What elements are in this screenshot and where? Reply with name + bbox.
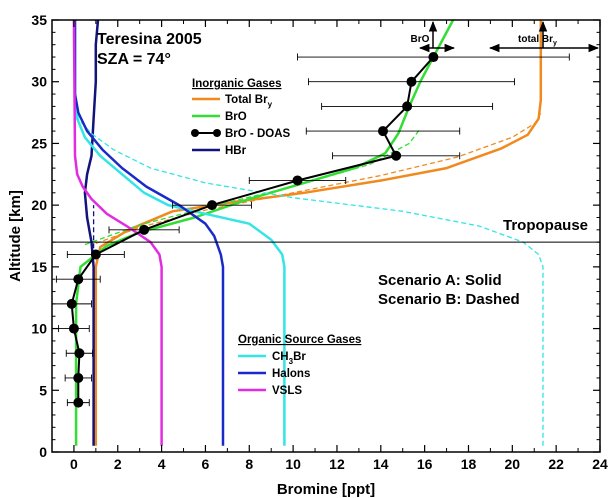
doas-marker (73, 397, 84, 408)
legend-organic: Organic Source Gases CH3Br Halons VSLS (238, 334, 361, 397)
y-tick-label: 35 (31, 12, 47, 28)
doas-marker (292, 175, 303, 186)
doas-marker (377, 126, 388, 137)
doas-point (108, 224, 180, 235)
x-tick-label: 16 (417, 456, 433, 472)
doas-point (321, 101, 494, 112)
total-bry-arrow-annotation: total Bry (488, 20, 600, 53)
scenario-b-label: Scenario B: Dashed (378, 291, 520, 308)
y-tick-label: 15 (31, 259, 47, 275)
legend-label-hbr: HBr (225, 145, 247, 157)
doas-marker (402, 101, 413, 112)
x-tick-label: 2 (114, 456, 122, 472)
doas-point (66, 249, 125, 260)
x-tick-label: 12 (329, 456, 345, 472)
x-tick-label: 0 (70, 456, 78, 472)
series-bro-b (84, 128, 421, 246)
y-tick-label: 20 (31, 197, 47, 213)
legend-marker-bro-doas (191, 129, 199, 137)
chart-subtitle: SZA = 74° (97, 51, 171, 68)
doas-marker (391, 150, 402, 161)
y-tick-label: 25 (31, 135, 47, 151)
doas-point (297, 52, 570, 63)
bro-arrow-label: BrO (411, 34, 430, 45)
doas-point (64, 372, 92, 383)
doas-point (305, 126, 461, 137)
doas-point (172, 200, 252, 211)
doas-point (65, 348, 94, 359)
chart-title: Teresina 2005 (97, 31, 202, 48)
legend-label-bro: BrO (225, 111, 247, 123)
x-tick-label: 10 (285, 456, 301, 472)
x-tick-label: 24 (592, 456, 608, 472)
doas-marker (74, 348, 85, 359)
y-tick-label: 30 (31, 74, 47, 90)
series-total-bry-a (94, 20, 543, 446)
plot-frame (51, 19, 601, 453)
series-ch3br-b (74, 100, 544, 446)
total-bry-arrow-label: total Bry (518, 34, 557, 47)
doas-marker (90, 249, 101, 260)
series-hbr-a (83, 19, 100, 446)
legend-label-bro-doas: BrO - DOAS (225, 128, 291, 140)
series-layer (72, 19, 544, 446)
x-tick-label: 8 (245, 456, 253, 472)
legend-entry-vsls: VSLS (238, 385, 302, 397)
x-tick-label: 22 (548, 456, 564, 472)
series-vsls-a (72, 19, 163, 446)
doas-point (58, 323, 90, 334)
x-tick-label: 18 (461, 456, 477, 472)
doas-point (51, 298, 92, 309)
y-tick-label: 5 (39, 382, 47, 398)
legend-inorganic: Inorganic Gases Total Bry BrO BrO - DOAS… (191, 78, 291, 157)
doas-point (248, 175, 347, 186)
doas-marker (406, 76, 417, 87)
legend-entry-hbr: HBr (192, 145, 247, 157)
bro-arrow-annotation: BrO (411, 20, 456, 53)
legend-entry-ch3br: CH3Br (238, 351, 306, 366)
y-axis-title: Altitude [km] (7, 190, 24, 282)
y-tick-label: 0 (39, 444, 47, 460)
doas-point (308, 76, 515, 87)
legend-entry-bro-doas: BrO - DOAS (191, 128, 291, 140)
x-axis-title: Bromine [ppt] (277, 481, 375, 498)
doas-marker (428, 52, 439, 63)
x-tick-label: 20 (505, 456, 521, 472)
doas-layer (51, 52, 570, 408)
legend-entry-halons: Halons (238, 368, 310, 380)
series-bro-a (74, 19, 455, 446)
doas-marker (73, 274, 84, 285)
legend-entry-bro: BrO (192, 111, 247, 123)
legend-label-ch3br: CH3Br (272, 351, 306, 366)
doas-point (332, 150, 461, 161)
doas-marker (139, 224, 150, 235)
x-tick-label: 6 (202, 456, 210, 472)
doas-marker (68, 323, 79, 334)
legend-organic-title: Organic Source Gases (238, 334, 361, 346)
x-tick-label: 14 (373, 456, 389, 472)
y-tick-label: 10 (31, 321, 47, 337)
doas-marker (66, 298, 77, 309)
doas-point (55, 274, 101, 285)
legend-label-vsls: VSLS (272, 385, 302, 397)
legend-inorganic-title: Inorganic Gases (192, 78, 281, 90)
legend-entry-total-bry: Total Bry (192, 94, 273, 109)
doas-point (66, 397, 90, 408)
legend-label-halons: Halons (272, 368, 310, 380)
doas-marker (207, 200, 218, 211)
legend-label-total-bry: Total Bry (225, 94, 273, 109)
tropopause-label: Tropopause (503, 217, 588, 234)
doas-marker (73, 372, 84, 383)
series-total-bry-b (95, 112, 542, 245)
scenario-a-label: Scenario A: Solid (378, 272, 502, 289)
legend-marker-bro-doas (213, 129, 221, 137)
x-tick-label: 4 (158, 456, 166, 472)
